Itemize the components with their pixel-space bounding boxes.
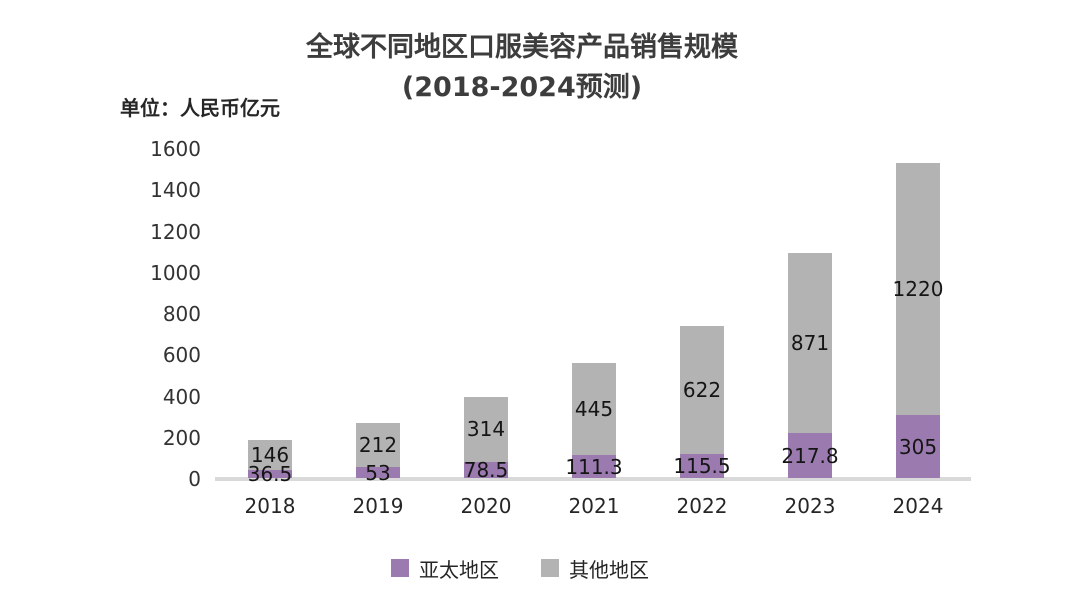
bar-segment-apac-2019: [356, 467, 400, 478]
y-tick-1600: 1600: [150, 137, 201, 161]
bar-label-apac-2022: 115.5: [673, 454, 731, 479]
x-tick-2020: 2020: [460, 494, 512, 518]
bar-segment-other-2023: [788, 253, 832, 434]
bar-segment-apac-2022: [680, 454, 724, 478]
x-tick-2022: 2022: [676, 494, 728, 518]
bar-label-apac-2021: 111.3: [565, 454, 623, 479]
legend-item-other: 其他地区: [541, 554, 649, 583]
chart-title-line2: (2018-2024预测): [401, 72, 643, 103]
chart-title: 全球不同地区口服美容产品销售规模 (2018-2024预测): [0, 28, 1044, 108]
y-tick-1200: 1200: [150, 219, 201, 244]
y-tick-1400: 1400: [150, 178, 201, 203]
x-tick-2024: 2024: [892, 494, 944, 518]
legend-swatch-other: [541, 559, 559, 577]
legend: 亚太地区 其他地区: [0, 553, 1040, 583]
bar-segment-apac-2023: [788, 433, 832, 478]
bar-segment-apac-2021: [572, 455, 616, 478]
x-tick-2023: 2023: [784, 494, 836, 518]
chart-title-line1: 全球不同地区口服美容产品销售规模: [306, 32, 738, 63]
y-tick-400: 400: [162, 384, 201, 409]
bar-label-apac-2024: 305: [898, 434, 938, 459]
y-tick-0: 0: [188, 467, 201, 491]
y-tick-600: 600: [162, 343, 201, 368]
bar-segment-other-2024: [896, 163, 940, 416]
bar-segment-apac-2024: [896, 415, 940, 478]
axis-unit-label: 单位：人民币亿元: [120, 96, 280, 120]
y-tick-1000: 1000: [150, 260, 201, 285]
bar-label-other-2018: 146: [250, 443, 290, 468]
bar-label-apac-2020: 78.5: [463, 457, 509, 482]
bar-label-other-2023: 871: [790, 331, 830, 356]
x-axis-line: [215, 477, 971, 481]
legend-item-apac: 亚太地区: [391, 554, 499, 583]
legend-swatch-apac: [391, 559, 409, 577]
bar-segment-other-2021: [572, 363, 616, 456]
bar-segment-other-2022: [680, 325, 724, 455]
bar-label-apac-2019: 53: [365, 460, 391, 485]
x-tick-2019: 2019: [352, 494, 404, 518]
bar-label-other-2022: 622: [682, 378, 722, 403]
legend-label-other: 其他地区: [569, 557, 649, 582]
bar-segment-apac-2020: [464, 461, 508, 478]
bar-label-other-2020: 314: [466, 417, 506, 442]
bar-label-apac-2023: 217.8: [781, 443, 839, 468]
bar-label-apac-2018: 36.5: [247, 462, 293, 487]
y-tick-200: 200: [162, 425, 201, 450]
bar-segment-apac-2018: [248, 470, 292, 478]
legend-label-apac: 亚太地区: [419, 557, 499, 582]
bar-segment-other-2020: [464, 397, 508, 462]
bar-segment-other-2018: [248, 440, 292, 471]
bar-label-other-2019: 212: [358, 433, 398, 458]
bar-label-other-2024: 1220: [892, 277, 944, 302]
x-tick-2021: 2021: [568, 494, 620, 518]
bar-label-other-2021: 445: [574, 397, 614, 422]
y-tick-800: 800: [162, 302, 201, 326]
bar-segment-other-2019: [356, 423, 400, 468]
x-tick-2018: 2018: [244, 494, 296, 518]
